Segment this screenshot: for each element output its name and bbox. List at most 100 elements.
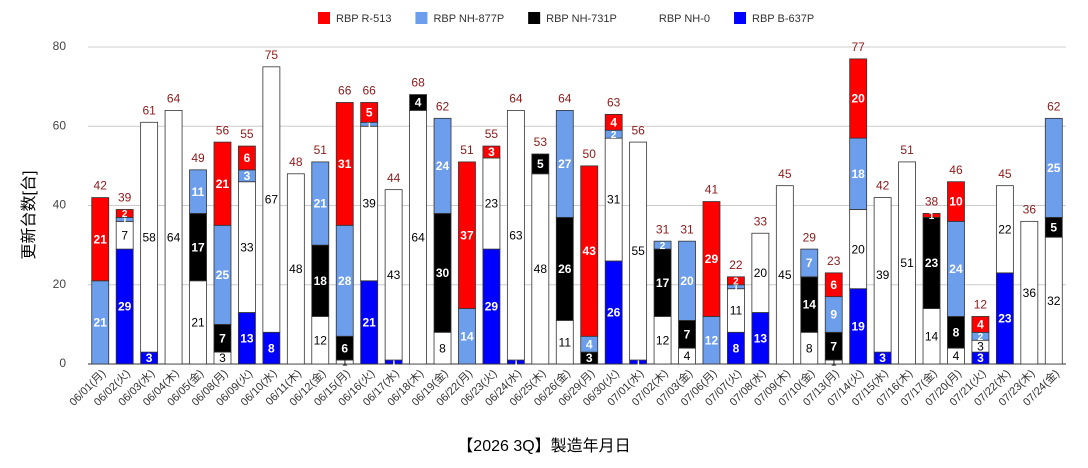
data-label: 1 [831, 358, 837, 369]
data-label: 43 [387, 268, 401, 282]
bar-segment [506, 110, 525, 361]
data-label: 29 [485, 300, 499, 314]
data-label: 11 [559, 335, 572, 349]
total-label: 66 [338, 84, 352, 98]
y-tick-label: 0 [59, 356, 66, 370]
data-label: 20 [754, 266, 768, 280]
data-label: 32 [1047, 294, 1061, 308]
total-label: 39 [118, 191, 132, 205]
bar-segment [995, 185, 1014, 274]
data-label: 48 [534, 262, 548, 276]
bar-segment [629, 141, 648, 361]
data-label: 21 [314, 197, 328, 211]
bar-segment [604, 113, 623, 131]
data-label: 30 [436, 266, 450, 280]
data-label: 37 [460, 228, 474, 242]
data-label: 20 [851, 242, 865, 256]
total-label: 51 [900, 143, 914, 157]
data-label: 25 [216, 268, 230, 282]
y-tick-label: 20 [53, 277, 67, 291]
bar-segment [91, 197, 110, 282]
data-label: 29 [705, 252, 719, 266]
data-label: 1 [635, 358, 641, 369]
total-label: 64 [509, 92, 523, 106]
bar-segment [286, 173, 305, 365]
total-label: 33 [754, 214, 768, 228]
total-label: 29 [803, 230, 817, 244]
data-label: 22 [998, 222, 1012, 236]
data-label: 45 [778, 268, 792, 282]
data-label: 39 [876, 268, 890, 282]
data-label: 26 [558, 262, 572, 276]
data-label: 29 [118, 300, 132, 314]
legend-label: RBP B-637P [752, 13, 814, 25]
total-label: 12 [974, 298, 988, 312]
data-label: 5 [366, 106, 373, 120]
legend-swatch [734, 12, 747, 24]
bar-segment [653, 240, 672, 250]
data-label: 12 [656, 333, 670, 347]
data-label: 13 [754, 331, 768, 345]
total-label: 56 [631, 123, 645, 137]
data-label: 64 [167, 230, 181, 244]
data-label: 4 [977, 318, 984, 332]
data-label: 27 [558, 157, 572, 171]
bar-segment [678, 240, 696, 321]
total-label: 56 [216, 123, 230, 137]
bar-segment [971, 316, 990, 333]
data-label: 10 [949, 195, 963, 209]
total-label: 61 [142, 103, 156, 117]
data-label: 2 [660, 241, 666, 252]
data-label: 1 [513, 358, 519, 369]
data-label: 6 [341, 341, 348, 355]
data-label: 23 [925, 256, 939, 270]
legend-label: RBP NH-0 [659, 13, 710, 25]
data-label: 24 [436, 159, 450, 173]
data-label: 51 [900, 256, 914, 270]
bar-segment [115, 209, 134, 218]
total-label: 31 [680, 222, 694, 236]
data-label: 12 [314, 333, 328, 347]
data-label: 2 [611, 130, 617, 141]
data-label: 31 [338, 157, 352, 171]
total-label: 75 [265, 48, 279, 62]
data-label: 7 [219, 331, 226, 345]
bar-segment [140, 121, 159, 353]
bar-segment [947, 181, 965, 222]
bar-segment [262, 66, 281, 333]
data-label: 3 [146, 351, 153, 365]
bar-segment [531, 153, 550, 175]
data-label: 21 [94, 232, 108, 246]
y-tick-label: 40 [53, 198, 67, 212]
data-label: 18 [314, 274, 328, 288]
data-label: 67 [265, 193, 279, 207]
total-label: 45 [778, 167, 792, 181]
total-label: 36 [1023, 203, 1037, 217]
total-label: 51 [314, 143, 328, 157]
total-label: 55 [240, 127, 254, 141]
data-label: 7 [684, 327, 691, 341]
data-label: 7 [121, 228, 128, 242]
data-label: 4 [684, 349, 691, 363]
data-label: 3 [977, 339, 984, 353]
legend-label: RBP NH-877P [433, 13, 504, 25]
x-axis-title: 【2026 3Q】製造年月日 [457, 437, 630, 455]
data-label: 48 [289, 262, 303, 276]
total-label: 51 [460, 143, 474, 157]
total-label: 62 [436, 99, 450, 113]
data-label: 8 [268, 341, 275, 355]
bar-segment [189, 169, 207, 214]
total-label: 44 [387, 171, 401, 185]
data-label: 8 [953, 325, 960, 339]
total-label: 68 [411, 76, 425, 90]
bar-segment [751, 232, 770, 313]
data-label: 1 [342, 358, 348, 369]
bar-segment [775, 185, 794, 365]
data-label: 31 [607, 193, 621, 207]
y-tick-label: 60 [53, 118, 67, 132]
bar-segment [384, 189, 403, 361]
bar-segment [213, 141, 232, 226]
data-label: 5 [1050, 220, 1057, 234]
total-label: 46 [949, 163, 963, 177]
total-label: 31 [656, 222, 670, 236]
